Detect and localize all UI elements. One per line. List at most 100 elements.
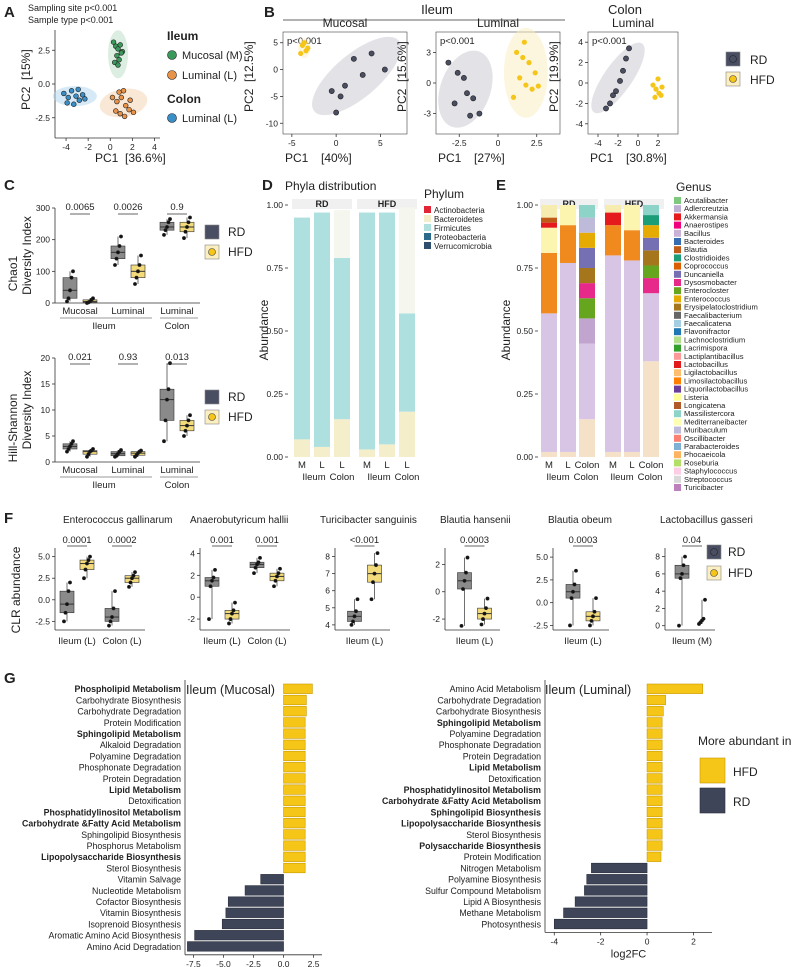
y-axis-label: PC2 [242,88,256,112]
legend-rd: RD [228,390,246,404]
bar-label: Sphingolipid Metabolism [437,718,541,728]
bar-Firmicutes [359,212,375,450]
bar-Verrucomicrobia [399,207,415,314]
bar-hfd [646,851,662,862]
y-tick-label: 5.0 [38,552,50,562]
observation [371,580,375,585]
point-HFD [520,54,526,61]
y-tick-label: 0 [273,65,278,75]
x-tick-label: Ileum (L) [456,636,493,647]
observation [574,568,578,573]
point-RD [445,59,452,66]
point-HFD [650,82,656,88]
observation [117,244,122,248]
observation [133,570,137,575]
observation [166,220,171,225]
legend-item: Faecalicatena [684,319,732,328]
legend-swatch [674,361,681,368]
bar-Firmicutes [314,212,330,447]
bar-rd [574,896,648,907]
bar-label: Protein Modification [104,718,181,728]
bar-label: Vitamin Salvage [118,875,182,885]
point-0 [118,50,125,56]
bar-label: Photosynthesis [481,919,541,929]
observation [479,622,484,627]
legend-item: Akkermansia [684,212,729,221]
bar-hfd [283,717,306,728]
y-tick-label: 5.0 [536,552,548,562]
p-value: 0.0003 [460,535,489,546]
observation [183,229,188,234]
legend-swatch [674,484,681,491]
legend-swatch [674,246,681,254]
legend-dot-rd [729,55,737,63]
legend-item: Lacrimispora [684,344,728,353]
point-1 [123,102,129,109]
legend-item: Duncaniella [684,270,724,279]
legend-item: Flavonifractor [684,327,730,336]
observation [68,288,72,293]
point-2 [71,101,77,107]
bar-genus [605,212,621,226]
observation [276,571,281,576]
legend-dot-hfd [710,569,718,577]
observation [108,619,113,624]
group-label-ileum: Ileum [92,480,115,491]
bar-label: Detoxification [128,796,181,806]
observation [207,617,211,621]
panel-label-D: D [262,177,273,194]
x-tick-label: Luminal [160,306,193,317]
observation [589,618,594,623]
observation [355,597,360,602]
y-tick-label: 2 [435,559,440,569]
y-tick-label: -10 [266,118,279,128]
observation [185,423,189,428]
bar-genus [579,283,595,299]
observation [484,606,488,611]
y-tick-label: 2.5 [38,45,50,55]
y-tick-label: 0 [45,298,50,308]
observation [462,578,467,583]
point-HFD [299,42,306,49]
y-axis-label: PC2 [19,86,33,110]
box-rd [104,608,120,622]
bar-label: Methane Metabolism [459,908,541,918]
bar-label: Vitamin Biosynthesis [100,908,182,918]
bar-hfd [646,694,666,706]
x-axis-label: PC1 [95,151,119,165]
bar-Verrucomicrobia [334,210,350,258]
point-1 [120,88,127,94]
legend-item: Proteobacteria [434,233,487,242]
bar-genus [605,451,621,457]
observation [482,611,487,616]
legend-hfd: HFD [733,765,758,779]
bar-genus [579,419,595,457]
point-RD [451,100,458,107]
p-value: 0.001 [210,535,234,546]
panel-label-C: C [4,177,15,194]
observation [485,596,490,601]
point-1 [127,97,133,103]
point-RD [350,55,357,62]
observation [91,447,95,451]
observation [62,619,66,624]
point-RD [613,88,619,95]
point-HFD [532,70,538,76]
x-tick-label: -2 [614,138,622,148]
observation [275,574,279,579]
legend-dot-hfd [208,413,216,421]
bar-label: Lipopolysaccharide Biosynthesis [401,819,541,829]
observation [116,250,120,255]
point-RD [467,112,473,119]
x-tick-label: -2.5 [452,138,467,148]
group-label-colon: Colon [330,472,355,483]
stat-text: Sampling site p<0.001 [28,3,117,13]
p-value: 0.9 [170,202,183,213]
x-tick-label: Mucosal [62,306,97,317]
point-HFD [523,82,529,88]
legend-swatch [674,475,681,483]
x-tick-label: 0 [108,142,113,152]
bar-rd [553,918,648,930]
bar-genus [541,222,557,228]
bar-Bacteroidetes [314,446,330,457]
